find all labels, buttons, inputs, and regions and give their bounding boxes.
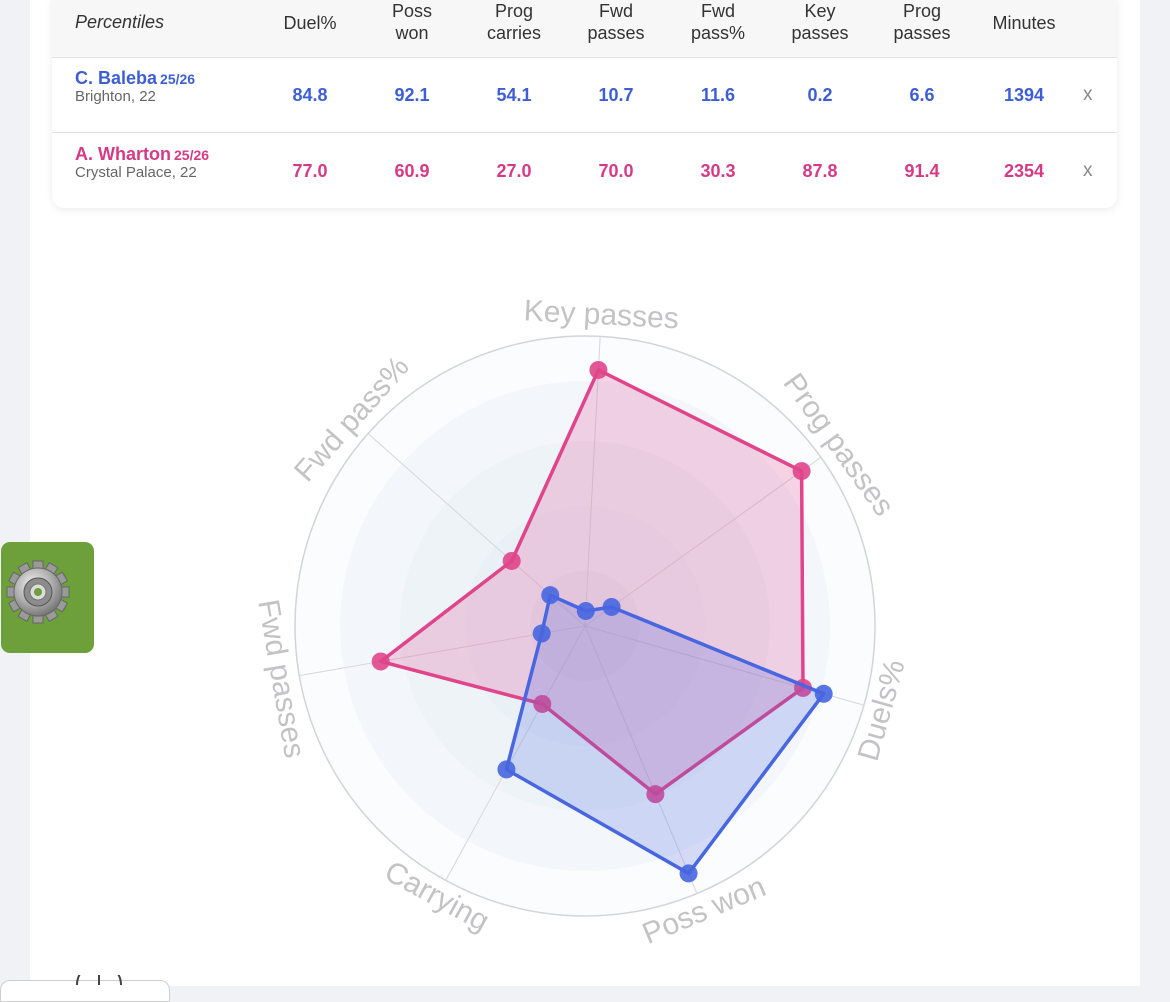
radar-point [792,462,811,481]
radar-point [541,586,560,605]
stat-cell: 87.8 [802,161,838,181]
column-header[interactable]: Poss won [391,1,433,43]
radar-spoke [445,625,586,881]
radar-point [602,597,621,616]
player-club: Crystal Palace, 22 [75,164,197,181]
table-row: C. Baleba 25/26 Brighton, 22 84.8 92.1 54.1… [52,57,1117,133]
crosshair-icon [76,975,122,985]
percentiles-table: Percentiles Duel% Poss won Prog carries Fwd pa… [52,0,1117,208]
stat-cell: 30.3 [700,161,736,181]
column-header[interactable]: Key passes [791,1,849,43]
column-header[interactable]: Fwd passes [587,1,645,43]
radar-point [371,652,390,671]
player-season: 25/26 [160,71,196,87]
radar-point [814,684,833,703]
radar-spoke [584,336,601,627]
radar-axis-label: Key passes [523,294,680,335]
stat-cell: 1394 [1003,85,1045,105]
stat-cell: 27.0 [496,161,532,181]
radar-series-area [378,368,805,796]
stat-cell: 10.7 [598,85,634,105]
radar-point [646,785,665,804]
gear-icon [6,560,70,624]
stat-cell: 91.4 [904,161,940,181]
radar-point [532,624,551,643]
column-header[interactable]: Prog carries [486,1,541,43]
radar-point [589,360,608,379]
stat-cell: 54.1 [496,85,532,105]
stat-cell: 92.1 [394,85,430,105]
bottom-toolbar-tab[interactable] [0,975,170,1002]
stat-cell: 11.6 [700,85,736,105]
stat-cell: 77.0 [292,161,328,181]
stat-cell: 6.6 [909,85,935,105]
stat-cell: 2354 [1003,161,1045,181]
player-season: 25/26 [174,147,210,163]
radar-spoke [584,625,698,894]
player-club: Brighton, 22 [75,88,156,105]
settings-button[interactable] [1,542,94,653]
table-header: Percentiles Duel% Poss won Prog carries Fwd pa… [52,0,1117,58]
remove-player-button[interactable]: x [1083,84,1093,105]
player-name[interactable]: A. Wharton 25/26 [75,144,210,164]
radar-spoke [584,456,822,627]
radar-point [533,694,552,713]
radar-point [502,551,521,570]
table-row: A. Wharton 25/26 Crystal Palace, 22 77.0 6… [52,133,1117,208]
column-header[interactable]: Fwd pass% [690,1,746,43]
column-header[interactable]: Minutes [992,13,1056,33]
radar-point [497,760,516,779]
column-header[interactable]: Prog passes [893,1,951,43]
player-name[interactable]: C. Baleba 25/26 [75,68,196,88]
stat-cell: 0.2 [807,85,833,105]
stat-cell: 60.9 [394,161,430,181]
header-percentiles: Percentiles [75,12,165,32]
radar-point [679,864,698,883]
stat-cell: 70.0 [598,161,634,181]
stat-cell: 84.8 [292,85,328,105]
column-header[interactable]: Duel% [283,13,337,33]
radar-point [576,601,595,620]
remove-player-button[interactable]: x [1083,160,1093,181]
